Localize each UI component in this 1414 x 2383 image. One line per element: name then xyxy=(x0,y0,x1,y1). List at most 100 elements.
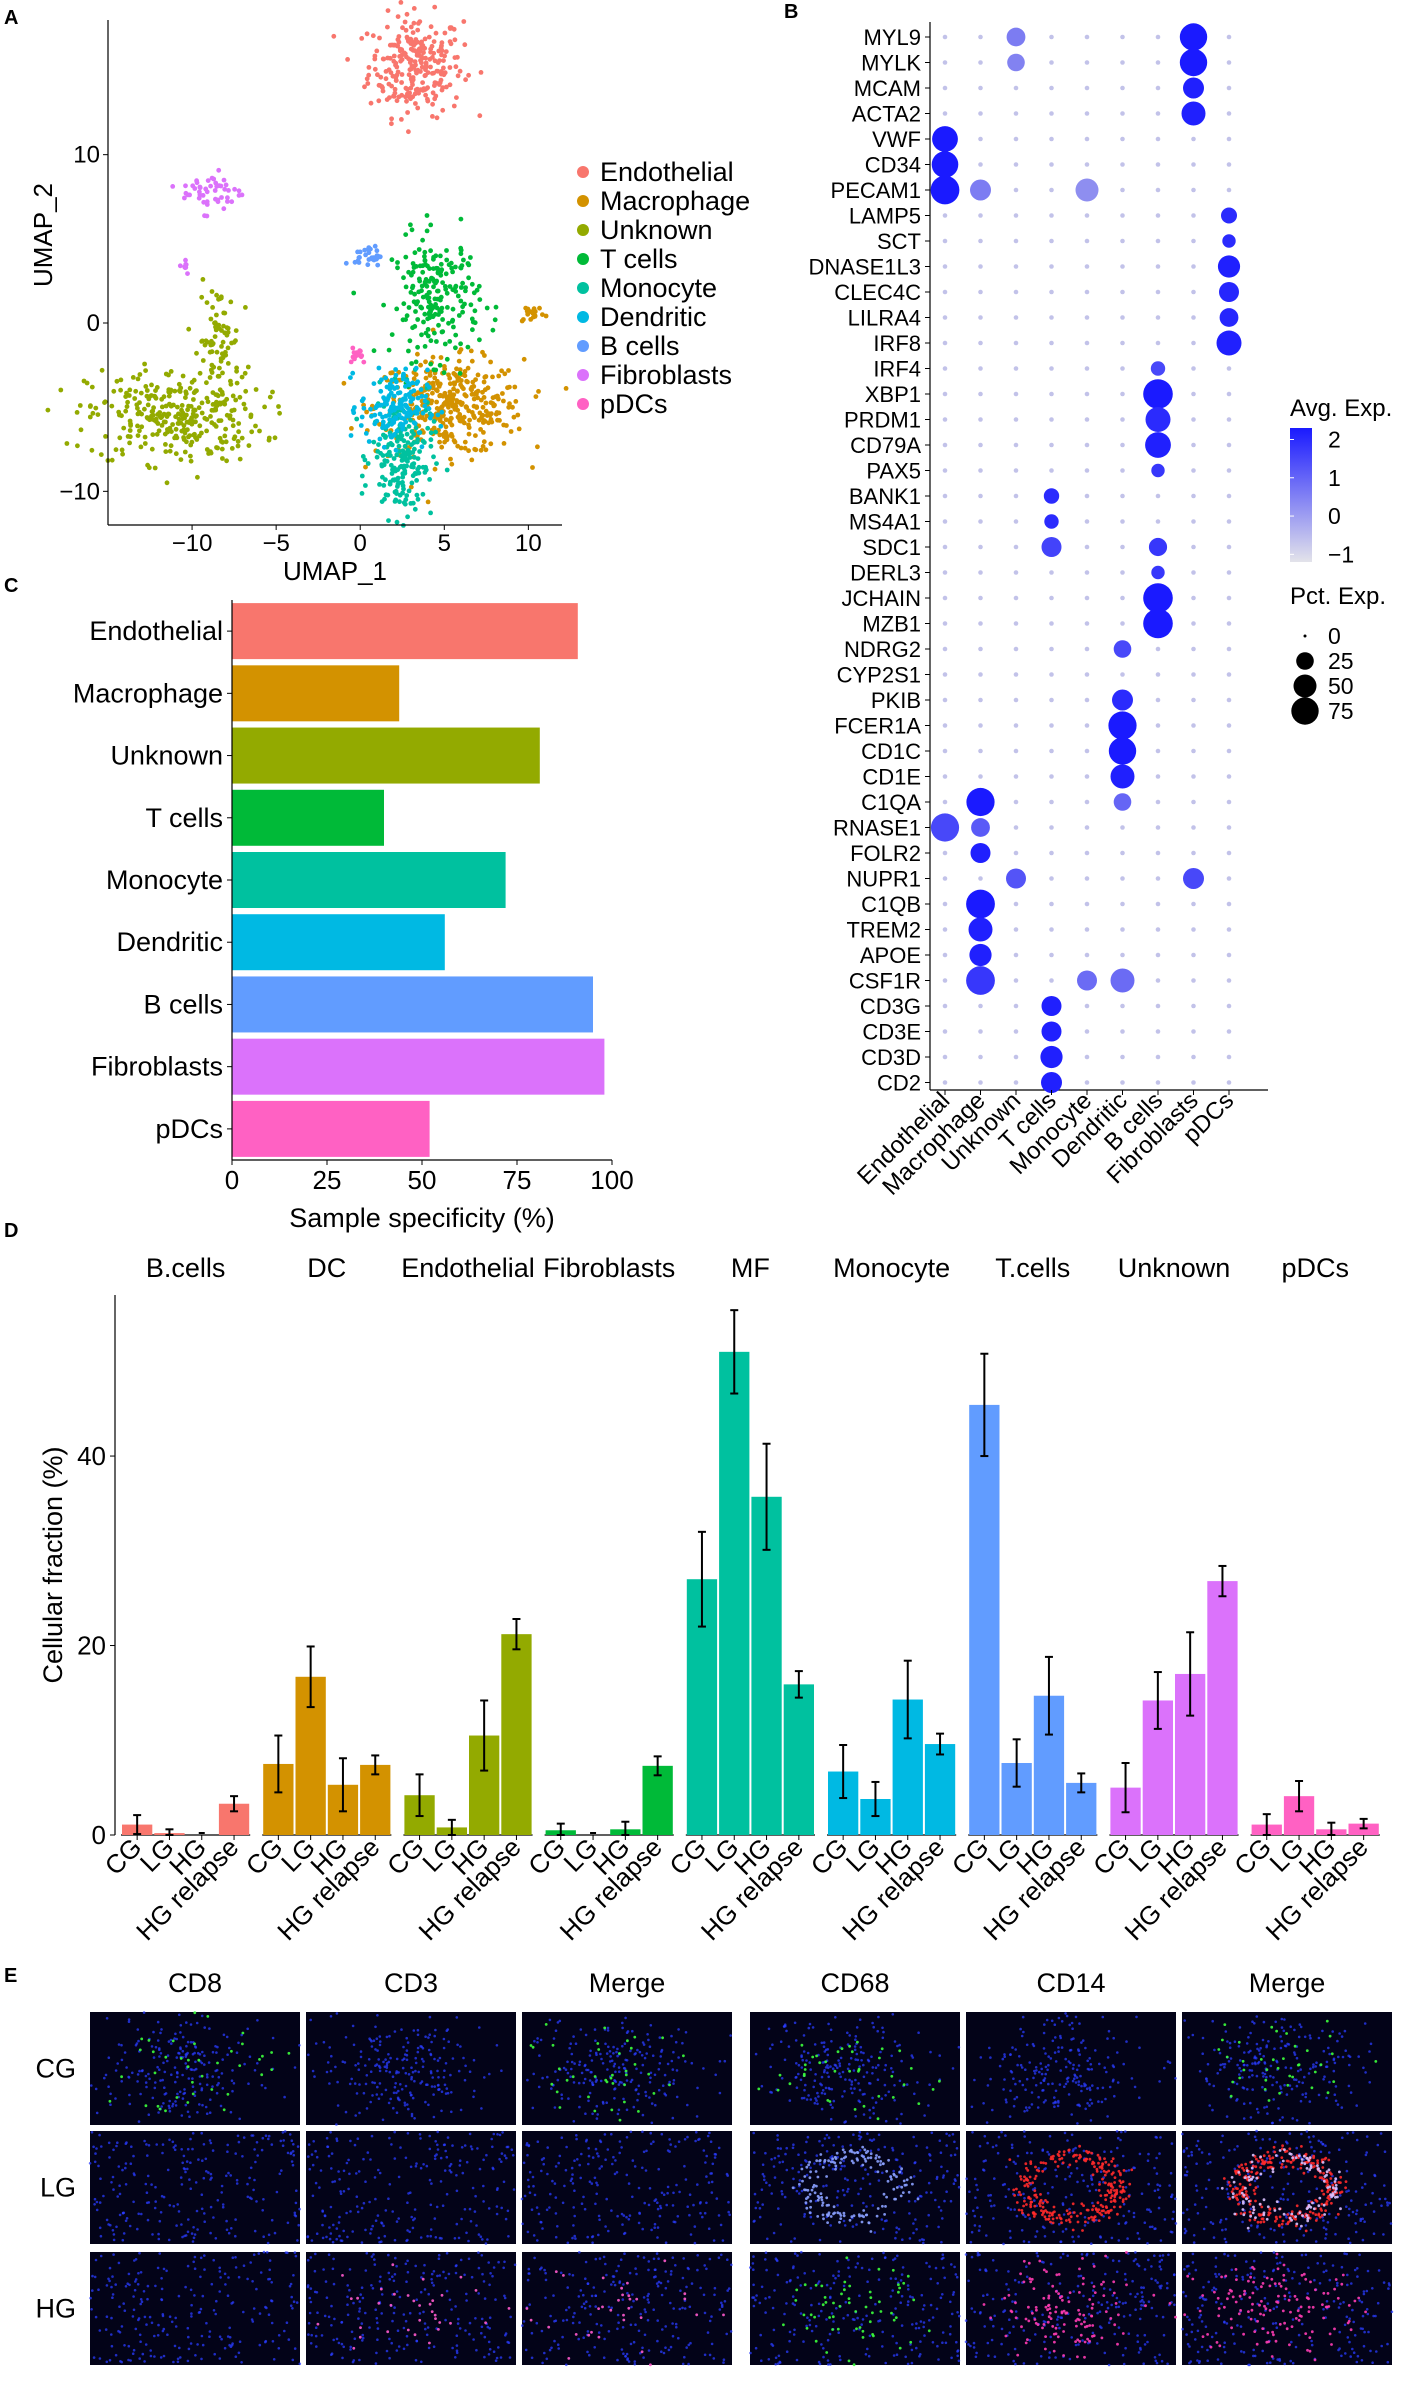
micrograph-nucleus xyxy=(358,2083,361,2086)
micrograph-nucleus xyxy=(805,2160,808,2163)
dotplot-dot xyxy=(1084,672,1090,677)
dotplot-dot xyxy=(966,966,995,995)
micrograph-nucleus xyxy=(318,2186,321,2189)
umap-point xyxy=(465,344,471,350)
micrograph-nucleus xyxy=(575,2134,578,2137)
micrograph-nucleus xyxy=(335,2012,339,2015)
micrograph-nucleus xyxy=(1299,2099,1303,2103)
micrograph-nucleus xyxy=(937,2205,941,2209)
micrograph-nucleus xyxy=(721,2239,725,2242)
micrograph-nucleus xyxy=(588,2091,592,2095)
micrograph-nucleus xyxy=(641,2227,644,2231)
fraction-bar xyxy=(501,1634,532,1835)
micrograph-nucleus xyxy=(393,2030,397,2033)
dotplot-dot xyxy=(1120,493,1125,499)
micrograph-nucleus xyxy=(342,2169,346,2173)
micrograph-nucleus xyxy=(827,2136,831,2139)
micrograph-nucleus xyxy=(707,2227,711,2230)
micrograph-nucleus xyxy=(1073,2073,1076,2077)
micrograph-nucleus xyxy=(315,2155,319,2159)
dotplot-dot xyxy=(942,238,948,244)
umap-point xyxy=(377,421,382,427)
micrograph-nucleus xyxy=(473,2210,477,2213)
micrograph-nucleus xyxy=(193,2090,197,2094)
dotplot-dot xyxy=(1155,493,1161,499)
micrograph-nucleus xyxy=(203,2063,206,2066)
fraction-bar xyxy=(719,1351,750,1835)
umap-point xyxy=(408,417,413,423)
micrograph-nucleus xyxy=(1308,2100,1312,2103)
dotplot-dot xyxy=(942,570,948,575)
micrograph-nucleus xyxy=(710,2180,714,2184)
micrograph-nucleus xyxy=(455,2222,459,2226)
micrograph-nucleus xyxy=(635,2067,638,2071)
micrograph-nucleus xyxy=(191,2240,195,2243)
dotplot-gene-label: MYLK xyxy=(861,51,921,76)
umap-point xyxy=(225,199,230,204)
micrograph-nucleus xyxy=(312,2140,316,2143)
dotplot-dot xyxy=(1191,315,1196,320)
micrograph-nucleus xyxy=(175,2224,178,2227)
micrograph-nucleus xyxy=(1018,2055,1021,2058)
micrograph-nucleus xyxy=(766,2237,769,2241)
micrograph-nucleus xyxy=(1063,2085,1066,2088)
micrograph-nucleus xyxy=(160,2028,163,2031)
micrograph-nucleus xyxy=(436,2059,440,2062)
micrograph-nucleus xyxy=(717,2146,721,2150)
umap-point xyxy=(64,441,70,446)
micrograph-nucleus xyxy=(414,2056,418,2060)
dotplot-dot xyxy=(1084,468,1090,473)
dotplot-gene-label: DERL3 xyxy=(850,561,921,586)
micrograph-nucleus xyxy=(157,2111,160,2114)
micrograph-nucleus xyxy=(578,2163,581,2167)
micrograph-nucleus xyxy=(1255,2015,1259,2018)
umap-point xyxy=(463,77,468,83)
micrograph-nucleus xyxy=(1348,2055,1352,2059)
dotplot-dot xyxy=(1013,493,1019,499)
dotplot-dot xyxy=(966,787,995,817)
micrograph-nucleus xyxy=(620,2212,624,2216)
micrograph-nucleus xyxy=(1084,2107,1087,2111)
micrograph-nucleus xyxy=(1256,2047,1259,2051)
umap-point xyxy=(143,384,149,389)
micrograph-signal xyxy=(226,2092,230,2096)
umap-x-tick-label: 10 xyxy=(515,530,542,557)
micrograph-nucleus xyxy=(792,2177,795,2181)
micrograph-nucleus xyxy=(871,2066,875,2069)
micrograph-nucleus xyxy=(727,2200,730,2204)
fraction-y-tick-label: 40 xyxy=(77,1441,106,1471)
umap-point xyxy=(516,426,522,432)
micrograph-nucleus xyxy=(599,2052,602,2056)
micrograph-nucleus xyxy=(893,2211,896,2214)
micrograph-nucleus xyxy=(912,2175,916,2178)
micrograph-nucleus xyxy=(194,2046,198,2049)
umap-point xyxy=(350,370,356,376)
micrograph-nucleus xyxy=(1090,2068,1094,2071)
umap-point xyxy=(239,435,245,441)
umap-point xyxy=(408,96,413,102)
dotplot-dot xyxy=(970,179,991,201)
dotplot-dot xyxy=(1084,85,1090,91)
micrograph-signal xyxy=(818,2061,822,2065)
micrograph-nucleus xyxy=(683,2138,687,2141)
umap-point xyxy=(401,438,407,444)
micrograph-nucleus xyxy=(1311,2065,1315,2069)
umap-point xyxy=(447,389,453,395)
micrograph-nucleus xyxy=(840,2164,844,2168)
micrograph-nucleus xyxy=(240,2033,243,2037)
micrograph-nucleus xyxy=(649,2131,652,2135)
micrograph-nucleus xyxy=(795,2189,799,2193)
dotplot-gene-label: CD1E xyxy=(862,765,921,790)
micrograph-nucleus xyxy=(482,2184,485,2188)
micrograph-signal xyxy=(191,2080,194,2084)
micrograph-nucleus xyxy=(335,2139,339,2143)
dotplot-dot xyxy=(1013,1029,1019,1034)
dotplot-dot xyxy=(1183,868,1204,889)
umap-point xyxy=(404,98,409,104)
micrograph-nucleus xyxy=(723,2059,727,2063)
micrograph-nucleus xyxy=(626,2030,630,2033)
dotplot-dot xyxy=(1084,417,1090,422)
micrograph-nucleus xyxy=(205,2112,209,2115)
micrograph-nucleus xyxy=(462,2056,465,2060)
